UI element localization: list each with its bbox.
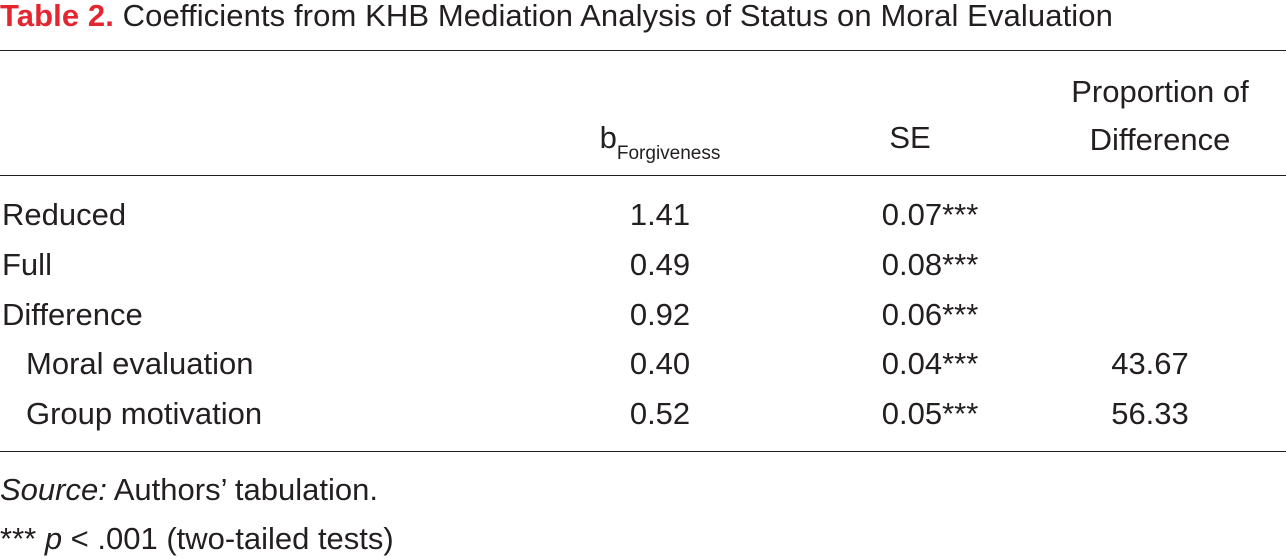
row-b: 0.40 xyxy=(629,346,691,381)
row-b: 0.92 xyxy=(629,297,691,332)
header-rule xyxy=(0,175,1286,176)
source-note: Source: Authors’ tabulation. xyxy=(0,470,378,510)
header-b-sub: Forgiveness xyxy=(616,143,721,164)
sig-p: p xyxy=(44,521,63,556)
table-title-text: Coefficients from KHB Mediation Analysis… xyxy=(122,0,1113,33)
header-proportion-line2: Difference xyxy=(1089,122,1231,157)
header-proportion-line1: Proportion of xyxy=(1071,74,1249,109)
row-se: 0.06*** xyxy=(881,297,979,332)
row-label: Reduced xyxy=(2,197,127,232)
row-se: 0.04*** xyxy=(881,346,979,381)
row-se: 0.05*** xyxy=(881,396,979,431)
top-rule xyxy=(0,50,1286,51)
significance-note: *** p < .001 (two-tailed tests) xyxy=(0,519,394,559)
header-proportion: Proportion of Difference xyxy=(1040,68,1280,164)
table-label: Table 2. xyxy=(0,0,114,33)
bottom-rule xyxy=(0,451,1286,452)
row-se: 0.08*** xyxy=(881,247,979,282)
row-label: Moral evaluation xyxy=(26,346,254,381)
header-se: SE xyxy=(830,118,990,158)
table-title: Table 2. Coefficients from KHB Mediation… xyxy=(0,0,1113,36)
row-b: 0.52 xyxy=(629,396,691,431)
source-text: Authors’ tabulation. xyxy=(106,472,378,507)
row-b: 1.41 xyxy=(629,197,691,232)
header-b: bForgiveness xyxy=(560,118,760,164)
row-label: Full xyxy=(2,247,52,282)
row-se: 0.07*** xyxy=(881,197,979,232)
source-label: Source: xyxy=(0,472,107,507)
row-prop: 43.67 xyxy=(1111,346,1189,381)
header-se-text: SE xyxy=(889,120,931,155)
sig-text: < .001 (two-tailed tests) xyxy=(62,521,394,556)
row-label: Difference xyxy=(2,297,143,332)
row-b: 0.49 xyxy=(629,247,691,282)
header-b-main: b xyxy=(599,120,617,155)
row-label: Group motivation xyxy=(26,396,263,431)
row-prop: 56.33 xyxy=(1111,396,1189,431)
sig-prefix: *** xyxy=(0,521,45,556)
